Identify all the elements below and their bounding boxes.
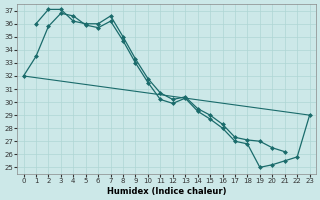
X-axis label: Humidex (Indice chaleur): Humidex (Indice chaleur) <box>107 187 226 196</box>
